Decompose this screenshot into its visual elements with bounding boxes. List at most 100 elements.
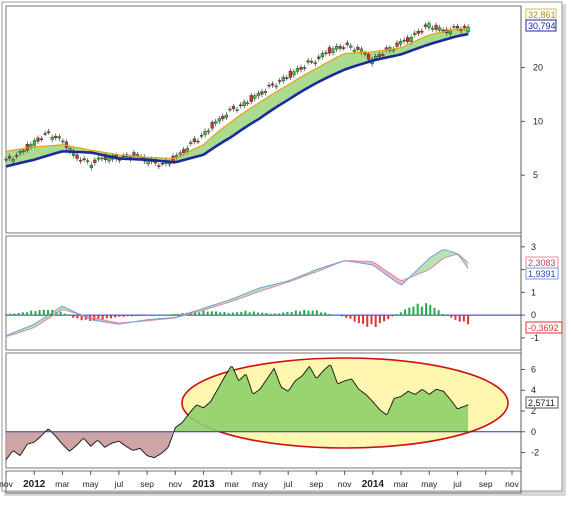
macd-histogram-bar [30,310,33,316]
candle-body [107,157,111,162]
time-tick-label: mar [224,479,239,489]
macd-histogram-bar [353,315,356,322]
candle-body [377,54,381,58]
candle-body [214,121,218,124]
candle-body [320,53,324,58]
macd-histogram-bar [210,311,213,316]
candle-body [57,136,61,139]
macd-histogram-bar [21,312,24,316]
macd-histogram-bar [9,313,12,316]
macd-histogram-bar [299,311,302,316]
candle-body [64,141,69,148]
macd-histogram-bar [223,311,226,316]
macd-histogram-bar [118,315,121,317]
macd-histogram-bar [231,312,234,316]
time-tick-label: sep [310,479,324,489]
macd-histogram-bar [311,310,314,316]
candle-body [263,91,268,94]
candle-body [334,46,339,50]
macd-histogram-bar [236,312,239,316]
macd-histogram-bar [42,309,45,316]
macd-histogram-bar [160,314,163,316]
macd-signal-last-label: 2,3083 [528,258,556,268]
candle-body [203,131,207,136]
oscillator-tick-label: 2 [531,406,536,416]
macd-histogram-bar [105,315,108,319]
macd-histogram-bar [135,315,138,317]
macd-histogram-bar [59,311,62,316]
candle-body [281,76,285,82]
candle-body [253,95,257,99]
candle-body [7,156,12,159]
time-tick-label: nov [338,479,352,489]
candle-body [352,49,356,52]
macd-histogram-bar [5,314,7,316]
macd-histogram-bar [399,312,402,316]
candle-body [313,62,317,65]
candle-body [274,85,278,88]
candle-body [395,42,399,47]
macd-histogram-bar [265,312,268,316]
macd-histogram-bar [362,315,365,324]
candle-body [416,31,420,34]
candle-body [462,26,467,28]
candle-body [270,83,275,86]
candle-body [242,101,246,107]
candle-body [246,102,250,105]
macd-histogram-bar [336,315,339,316]
candle-body [452,26,456,28]
macd-histogram-bar [290,311,293,316]
macd-histogram-bar [458,315,461,322]
candle-body [32,140,37,146]
macd-histogram-bar [114,315,117,318]
macd-fill-region [412,249,469,277]
time-tick-label: may [252,479,269,489]
macd-histogram-bar [303,309,306,316]
macd-histogram-bar [143,315,146,316]
candle-body [93,159,97,163]
candle-body [192,138,196,142]
macd-histogram-bar [286,311,289,316]
macd-histogram-bar [416,303,419,316]
oscillator-tick-label: 6 [531,364,536,374]
macd-histogram-bar [240,311,243,316]
oscillator-negative-area [52,431,173,458]
candle-body [249,95,253,102]
candle-body [4,158,8,161]
macd-last-box [525,267,559,280]
candle-body [356,46,360,50]
ma-slow-line [5,32,469,168]
macd-histogram-bar [395,314,398,316]
candle-body [434,24,438,30]
macd-histogram-bar [269,313,272,316]
macd-histogram-bar [273,313,276,316]
macd-tick-label: 0 [531,310,536,320]
macd-histogram-bar [294,310,297,316]
candle-body [199,135,204,137]
macd-histogram-bar [282,312,285,316]
candle-body [18,151,22,154]
macd-histogram-bar [425,303,428,316]
macd-fill-region [6,306,79,337]
macd-histogram-bar [206,311,209,316]
candle-body [39,138,44,140]
oscillator-negative-area [6,431,45,460]
macd-histogram-bar [202,310,205,316]
candle-body [79,159,83,162]
macd-histogram-bar [320,312,323,316]
macd-histogram-bar [341,315,344,317]
time-tick-label: 2014 [362,479,385,490]
candle-body [54,135,58,138]
macd-histogram-bar [17,313,20,316]
candle-body [299,67,303,70]
candle-body [82,158,86,161]
time-tick-label: jul [114,479,124,489]
macd-histogram-bar [181,313,184,316]
price-tick-label: 5 [533,170,538,180]
macd-histogram-bar [374,315,377,328]
time-tick-label: nov [168,479,182,489]
macd-fill-region [346,260,409,285]
macd-histogram-bar [345,315,348,318]
